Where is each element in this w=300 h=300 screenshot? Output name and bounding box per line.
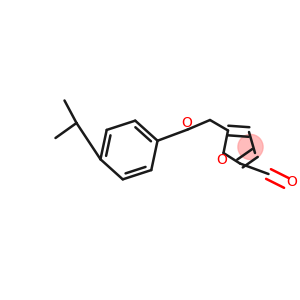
Circle shape	[238, 134, 263, 160]
Text: O: O	[217, 154, 227, 167]
Text: O: O	[182, 116, 192, 130]
Text: O: O	[286, 176, 297, 189]
